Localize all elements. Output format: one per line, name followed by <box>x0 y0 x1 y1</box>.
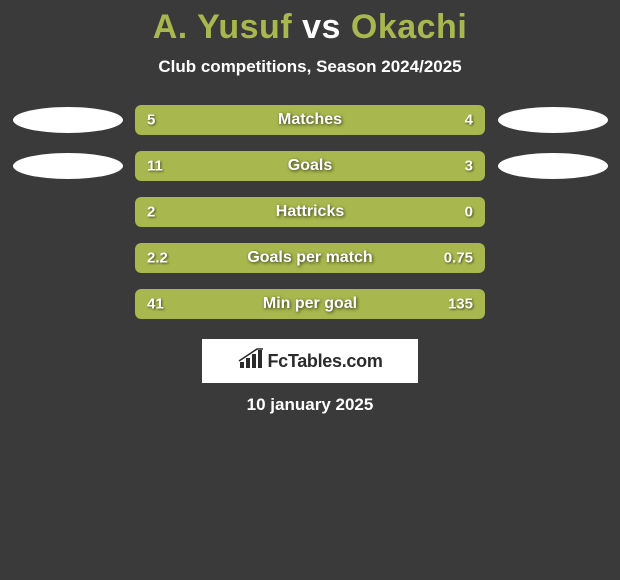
right-side-slot <box>485 151 620 181</box>
right-side-slot <box>485 289 620 319</box>
stat-label: Hattricks <box>276 203 344 221</box>
left-side-slot <box>0 197 135 227</box>
date-label: 10 january 2025 <box>0 395 620 415</box>
stat-bar: 2.2 0.75 Goals per match <box>135 243 485 273</box>
stat-left-value: 11 <box>147 158 163 175</box>
stat-row: 2.2 0.75 Goals per match <box>0 243 620 273</box>
stat-left-value: 41 <box>147 296 164 313</box>
stat-right-value: 0 <box>465 204 473 221</box>
stat-right-value: 3 <box>465 158 473 175</box>
left-side-slot <box>0 105 135 135</box>
stat-right-value: 0.75 <box>444 250 473 267</box>
player1-badge-ellipse <box>13 153 123 179</box>
stat-row: 5 4 Matches <box>0 105 620 135</box>
player2-name: Okachi <box>351 8 467 46</box>
stat-right-value: 135 <box>448 296 473 313</box>
player2-badge-ellipse <box>498 153 608 179</box>
right-side-slot <box>485 197 620 227</box>
right-side-slot <box>485 243 620 273</box>
stat-bar: 41 135 Min per goal <box>135 289 485 319</box>
logo-box: FcTables.com <box>202 339 418 383</box>
right-side-slot <box>485 105 620 135</box>
stat-right-value: 4 <box>465 112 473 129</box>
stat-left-value: 5 <box>147 112 155 129</box>
stats-rows: 5 4 Matches 11 3 Goals 2 0 Hattricks 2.2 0.75 Goals… <box>0 105 620 319</box>
left-side-slot <box>0 289 135 319</box>
stat-left-value: 2.2 <box>147 250 168 267</box>
stat-row: 41 135 Min per goal <box>0 289 620 319</box>
bar-chart-icon <box>237 348 265 375</box>
logo-text: FcTables.com <box>267 351 382 372</box>
stat-row: 2 0 Hattricks <box>0 197 620 227</box>
stat-label: Goals <box>288 157 332 175</box>
stat-bar-right-fill <box>410 151 485 181</box>
vs-separator: vs <box>302 8 341 46</box>
stat-left-value: 2 <box>147 204 155 221</box>
player2-badge-ellipse <box>498 107 608 133</box>
stat-bar: 11 3 Goals <box>135 151 485 181</box>
stat-label: Matches <box>278 111 342 129</box>
stat-bar-left-fill <box>135 151 410 181</box>
stat-label: Min per goal <box>263 295 357 313</box>
left-side-slot <box>0 151 135 181</box>
comparison-infographic: A. Yusuf vs Okachi Club competitions, Se… <box>0 0 620 415</box>
stat-label: Goals per match <box>247 249 372 267</box>
player1-badge-ellipse <box>13 107 123 133</box>
stat-bar-right-fill <box>330 105 485 135</box>
stat-row: 11 3 Goals <box>0 151 620 181</box>
left-side-slot <box>0 243 135 273</box>
subtitle: Club competitions, Season 2024/2025 <box>0 57 620 77</box>
stat-bar: 5 4 Matches <box>135 105 485 135</box>
page-title: A. Yusuf vs Okachi <box>0 8 620 47</box>
player1-name: A. Yusuf <box>153 8 292 46</box>
stat-bar: 2 0 Hattricks <box>135 197 485 227</box>
